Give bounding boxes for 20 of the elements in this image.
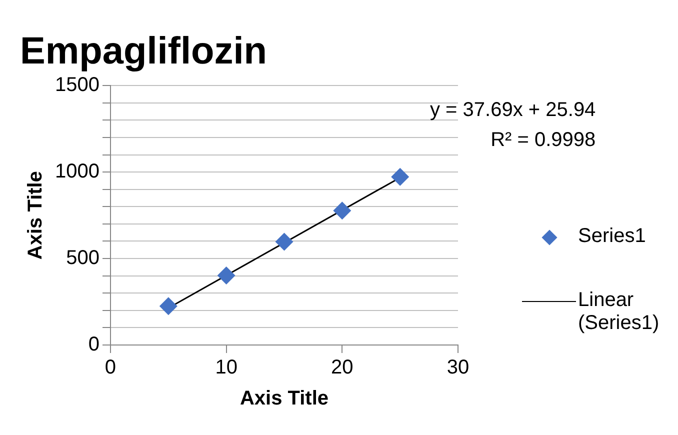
point [159, 297, 178, 316]
x-tick-label: 30 [446, 356, 470, 379]
x-tick-label: 0 [104, 356, 116, 379]
point [275, 232, 294, 251]
chart-title: Empagliflozin [20, 30, 267, 72]
y-tick-label: 500 [66, 247, 100, 270]
x-tick-label: 10 [215, 356, 238, 379]
y-tick-label: 0 [88, 334, 100, 356]
annotation: y = 37.69x + 25.94 [430, 98, 596, 123]
y-axis-title: Axis Title [24, 171, 47, 260]
legend-label: Series1 [578, 225, 647, 248]
x-axis-title: Axis Title [240, 388, 329, 410]
y-tick-label: 1000 [54, 160, 100, 183]
legend-label: Linear (Series1) [578, 289, 660, 335]
point [333, 202, 352, 220]
x-tick-label: 20 [331, 356, 354, 379]
text: R² = 0.9998 [490, 128, 596, 153]
point [217, 266, 236, 284]
point [391, 168, 410, 186]
y-tick-label: 1500 [54, 74, 100, 96]
